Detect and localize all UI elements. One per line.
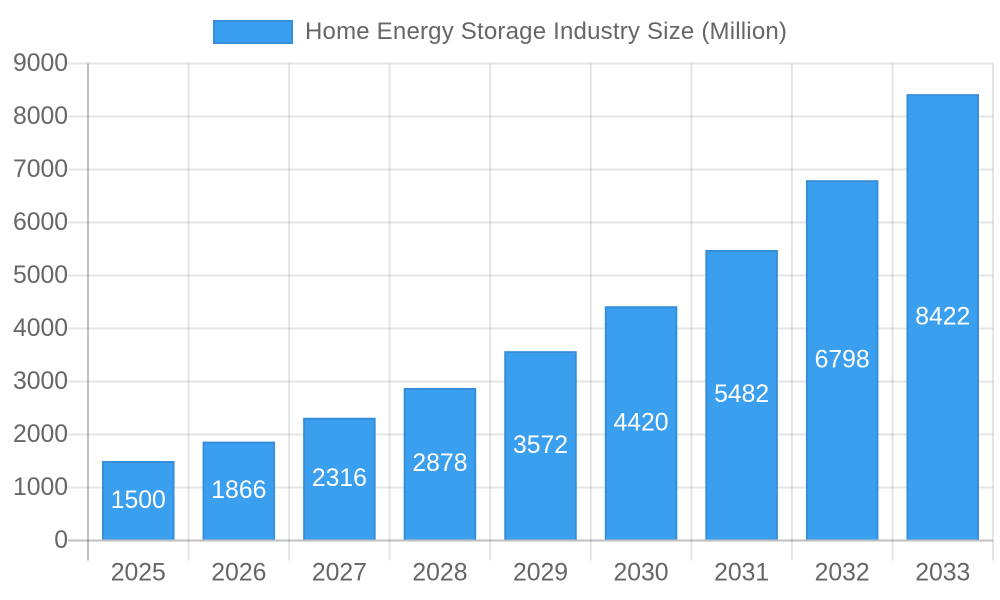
bar-2029 bbox=[504, 351, 577, 540]
bar-border bbox=[705, 249, 778, 540]
x-axis-label: 2025 bbox=[111, 560, 166, 587]
bar-2033 bbox=[906, 94, 979, 540]
legend-label: Home Energy Storage Industry Size (Milli… bbox=[305, 18, 788, 45]
x-axis-label: 2031 bbox=[714, 560, 769, 587]
y-axis-label: 5000 bbox=[13, 262, 68, 289]
x-axis-label: 2028 bbox=[412, 560, 467, 587]
legend-swatch bbox=[213, 20, 293, 44]
chart-legend[interactable]: Home Energy Storage Industry Size (Milli… bbox=[213, 20, 787, 44]
bar-border bbox=[202, 441, 276, 540]
bar-2032 bbox=[805, 180, 879, 540]
bar-value-label: 1500 bbox=[111, 487, 166, 514]
bar-border bbox=[604, 306, 678, 540]
y-axis-label: 9000 bbox=[13, 50, 68, 77]
bar-value-label: 4420 bbox=[614, 409, 669, 436]
x-axis-label: 2029 bbox=[513, 560, 568, 587]
bar-2026 bbox=[202, 441, 276, 540]
bar-value-label: 1866 bbox=[211, 477, 266, 504]
bar-2030 bbox=[604, 306, 678, 540]
y-axis-label: 7000 bbox=[13, 156, 68, 183]
x-axis-label: 2033 bbox=[915, 560, 970, 587]
y-axis-label: 0 bbox=[54, 527, 68, 554]
bar-2025 bbox=[102, 461, 175, 540]
bar-2027 bbox=[303, 417, 376, 540]
bar-border bbox=[504, 351, 577, 540]
y-axis-label: 4000 bbox=[13, 315, 68, 342]
bar-value-label: 2878 bbox=[412, 450, 467, 477]
x-axis-label: 2030 bbox=[614, 560, 669, 587]
y-axis-label: 6000 bbox=[13, 209, 68, 236]
y-axis-label: 8000 bbox=[13, 103, 68, 130]
bar-value-label: 2316 bbox=[312, 465, 367, 492]
y-axis-label: 2000 bbox=[13, 421, 68, 448]
bar-border bbox=[102, 461, 175, 540]
bar-value-label: 6798 bbox=[815, 346, 870, 373]
bar-border bbox=[805, 180, 879, 540]
x-axis-label: 2027 bbox=[312, 560, 367, 587]
bar-2028 bbox=[403, 387, 477, 540]
bar-2031 bbox=[705, 249, 778, 540]
bar-value-label: 8422 bbox=[915, 303, 970, 330]
bar-value-label: 5482 bbox=[714, 381, 769, 408]
bar-border bbox=[303, 417, 376, 540]
x-axis-label: 2026 bbox=[211, 560, 266, 587]
bar-border bbox=[403, 387, 477, 540]
x-axis-label: 2032 bbox=[815, 560, 870, 587]
y-axis-label: 1000 bbox=[13, 474, 68, 501]
bar-value-label: 3572 bbox=[513, 432, 568, 459]
bar-border bbox=[906, 94, 979, 540]
y-axis-label: 3000 bbox=[13, 368, 68, 395]
